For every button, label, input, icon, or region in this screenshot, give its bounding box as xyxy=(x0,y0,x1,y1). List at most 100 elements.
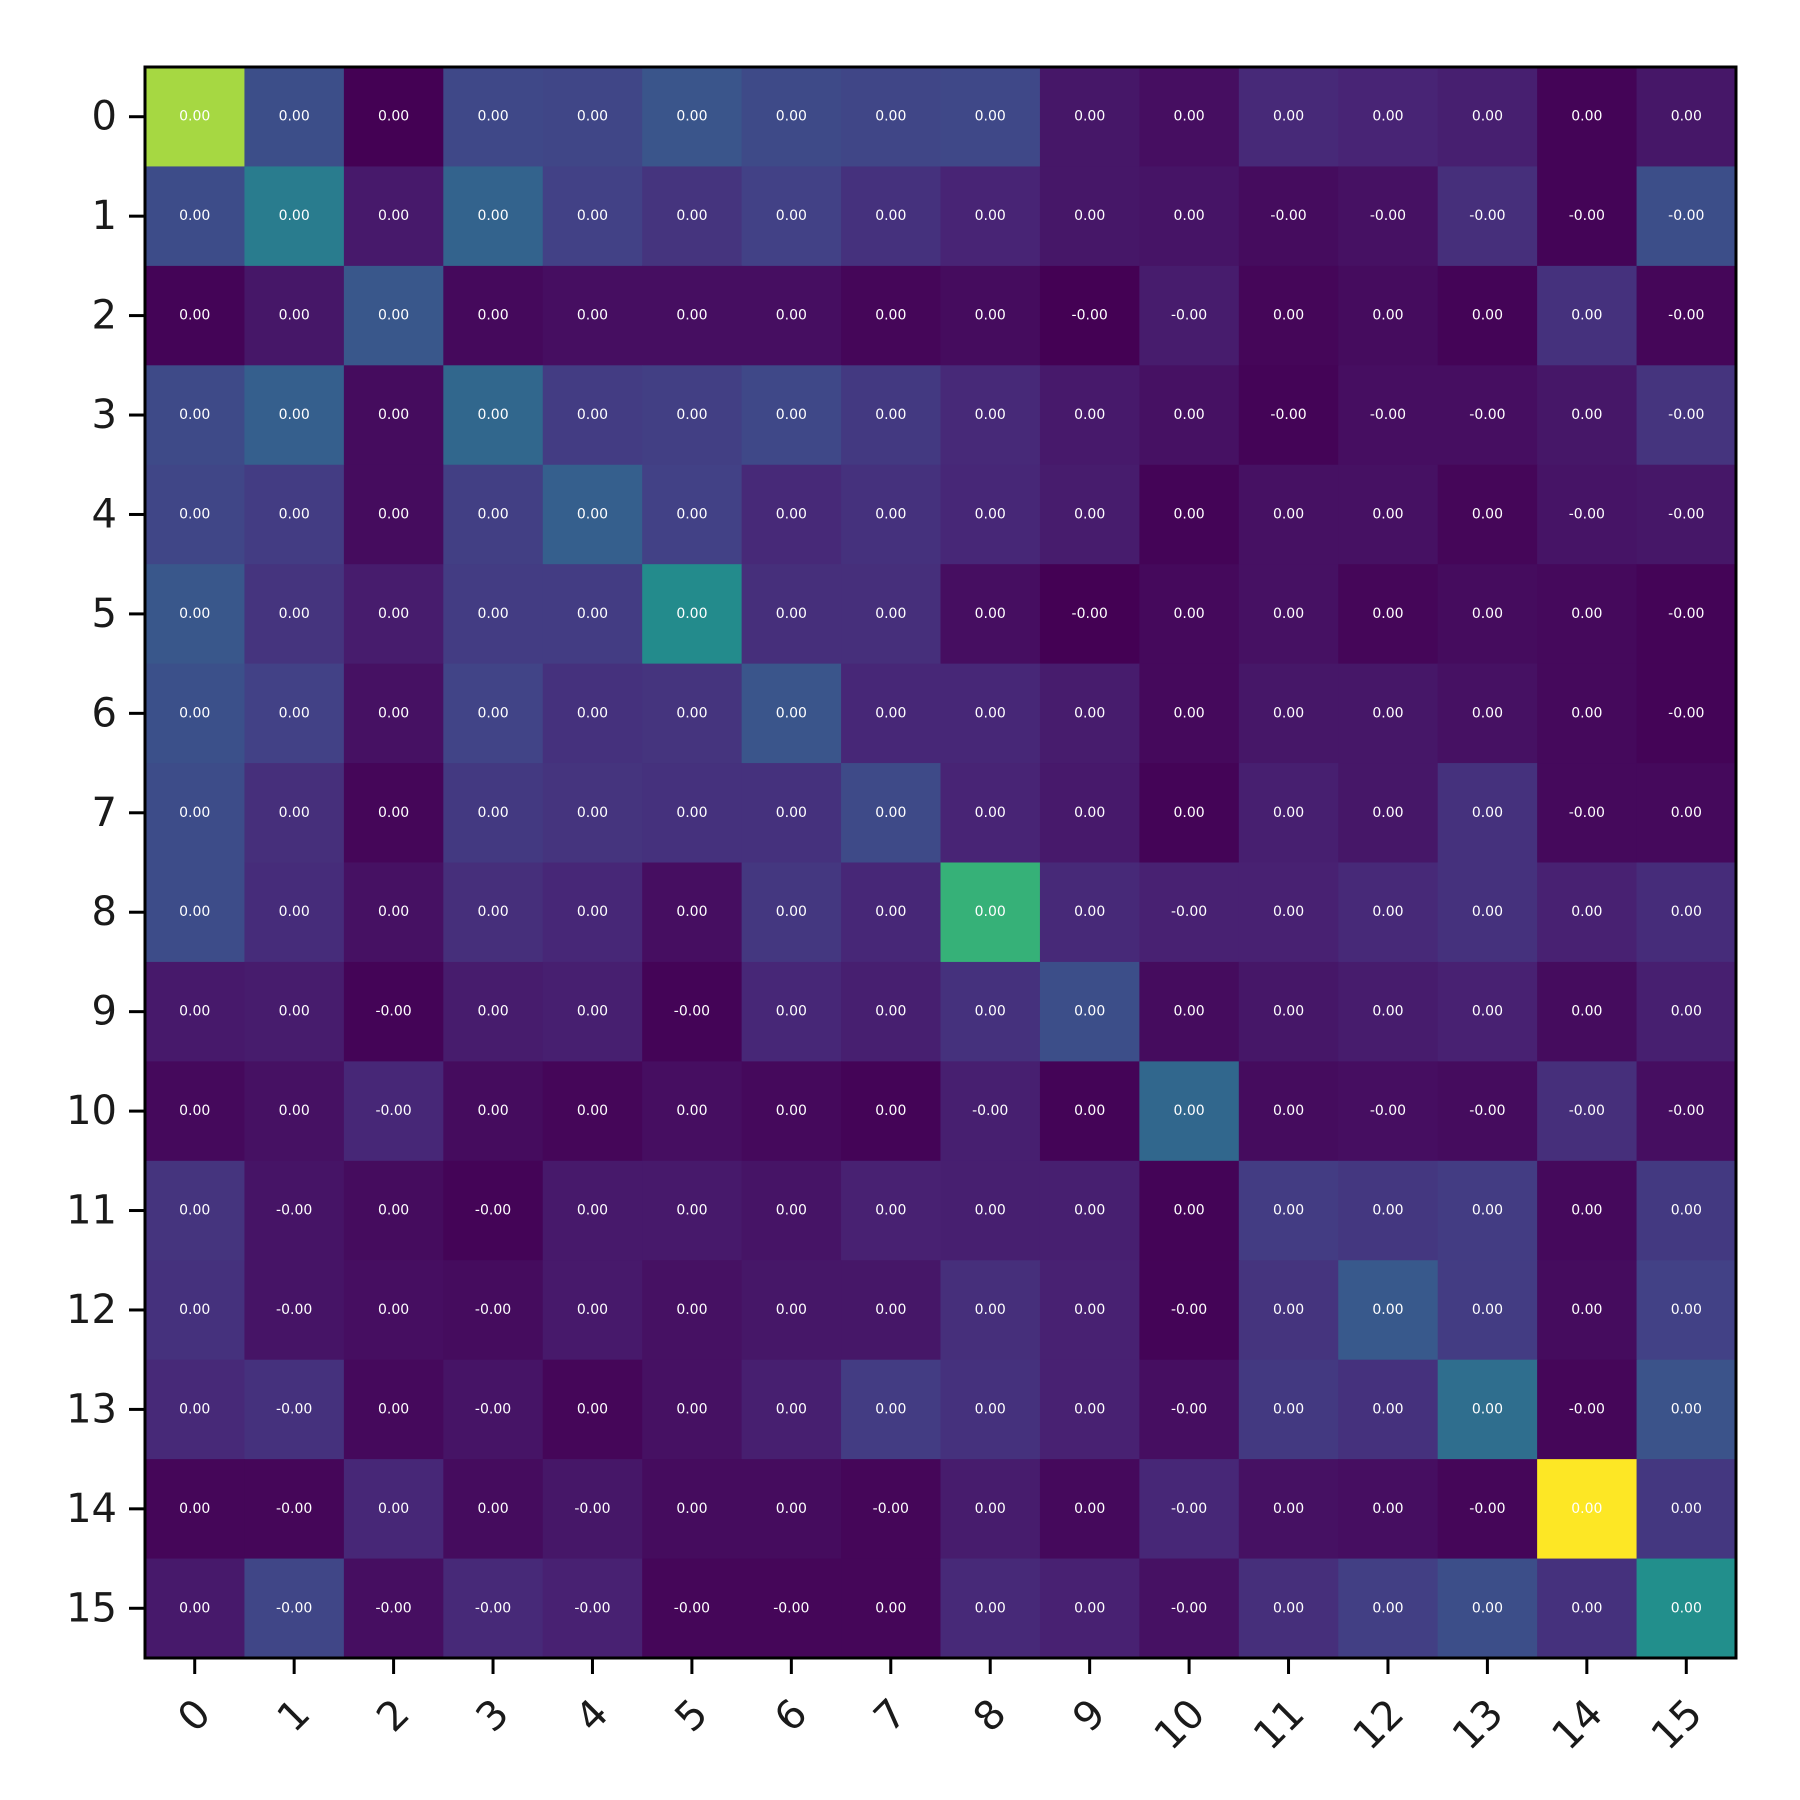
heatmap-cell-10-7 xyxy=(841,1061,942,1162)
heatmap-cell-9-8 xyxy=(940,961,1041,1062)
heatmap-cell-14-9 xyxy=(1039,1459,1140,1560)
cell-label-11-14: 0.00 xyxy=(1571,1203,1602,1219)
cell-label-13-0: 0.00 xyxy=(179,1401,210,1417)
cell-label-1-13: -0.00 xyxy=(1469,208,1505,224)
heatmap-cell-8-5 xyxy=(642,862,743,963)
heatmap-cell-12-10 xyxy=(1139,1260,1240,1361)
cell-label-11-9: 0.00 xyxy=(1074,1203,1105,1219)
heatmap-cell-2-6 xyxy=(741,265,842,366)
y-tick-label-4: 4 xyxy=(92,491,117,537)
heatmap-cell-9-5 xyxy=(642,961,743,1062)
cell-label-9-1: 0.00 xyxy=(279,1004,310,1020)
x-tick-label-14: 14 xyxy=(1543,1691,1612,1760)
cell-label-13-4: 0.00 xyxy=(577,1401,608,1417)
cell-label-14-6: 0.00 xyxy=(776,1501,807,1517)
cell-label-5-2: 0.00 xyxy=(378,606,409,622)
cell-label-3-8: 0.00 xyxy=(975,407,1006,423)
heatmap-cell-0-9 xyxy=(1039,67,1140,168)
heatmap-cell-14-2 xyxy=(343,1459,444,1560)
heatmap-cell-4-1 xyxy=(244,464,345,565)
heatmap-cell-4-0 xyxy=(145,464,246,565)
cell-label-3-6: 0.00 xyxy=(776,407,807,423)
cell-label-12-9: 0.00 xyxy=(1074,1302,1105,1318)
cell-label-12-14: 0.00 xyxy=(1571,1302,1602,1318)
y-tick-label-13: 13 xyxy=(66,1386,117,1432)
heatmap-cell-1-3 xyxy=(443,166,544,267)
cell-label-4-8: 0.00 xyxy=(975,506,1006,522)
y-tick-label-5: 5 xyxy=(92,591,117,637)
heatmap-cell-2-1 xyxy=(244,265,345,366)
cell-label-14-11: 0.00 xyxy=(1273,1501,1304,1517)
cell-label-2-8: 0.00 xyxy=(975,308,1006,324)
heatmap-cell-6-15 xyxy=(1636,663,1737,764)
heatmap-cell-3-7 xyxy=(841,365,942,466)
heatmap-cell-7-4 xyxy=(542,763,643,864)
y-tick-label-9: 9 xyxy=(92,989,117,1035)
cell-label-6-12: 0.00 xyxy=(1372,705,1403,721)
heatmap-cell-6-5 xyxy=(642,663,743,764)
heatmap-cell-14-5 xyxy=(642,1459,743,1560)
cell-label-11-11: 0.00 xyxy=(1273,1203,1304,1219)
cell-label-1-7: 0.00 xyxy=(875,208,906,224)
heatmap-cell-12-2 xyxy=(343,1260,444,1361)
heatmap-cell-12-15 xyxy=(1636,1260,1737,1361)
heatmap-cell-3-15 xyxy=(1636,365,1737,466)
cell-label-8-4: 0.00 xyxy=(577,904,608,920)
cell-label-8-11: 0.00 xyxy=(1273,904,1304,920)
cell-label-3-3: 0.00 xyxy=(477,407,508,423)
heatmap-cell-15-14 xyxy=(1537,1558,1638,1659)
cell-label-0-2: 0.00 xyxy=(378,109,409,125)
cell-label-5-8: 0.00 xyxy=(975,606,1006,622)
heatmap-cell-labels: 0.00 0.00 0.00 0.00 0.00 0.00 0.00 0.00 0.00 0.00… xyxy=(179,109,1704,1617)
cell-label-12-7: 0.00 xyxy=(875,1302,906,1318)
cell-label-10-11: 0.00 xyxy=(1273,1103,1304,1119)
cell-label-9-11: 0.00 xyxy=(1273,1004,1304,1020)
heatmap-cell-15-15 xyxy=(1636,1558,1737,1659)
heatmap-cell-3-0 xyxy=(145,365,246,466)
heatmap-cell-1-8 xyxy=(940,166,1041,267)
heatmap-cell-3-13 xyxy=(1437,365,1538,466)
heatmap-cell-4-6 xyxy=(741,464,842,565)
cell-label-7-3: 0.00 xyxy=(477,805,508,821)
cell-label-3-12: -0.00 xyxy=(1370,407,1406,423)
heatmap-cell-8-10 xyxy=(1139,862,1240,963)
cell-label-8-0: 0.00 xyxy=(179,904,210,920)
heatmap-cell-5-11 xyxy=(1238,564,1339,665)
cell-label-10-4: 0.00 xyxy=(577,1103,608,1119)
cell-label-9-5: -0.00 xyxy=(674,1004,710,1020)
y-tick-label-3: 3 xyxy=(92,392,117,438)
cell-label-1-12: -0.00 xyxy=(1370,208,1406,224)
cell-label-0-10: 0.00 xyxy=(1174,109,1205,125)
cell-label-4-13: 0.00 xyxy=(1472,506,1503,522)
heatmap-cell-14-1 xyxy=(244,1459,345,1560)
heatmap-cell-6-7 xyxy=(841,663,942,764)
heatmap-cell-4-5 xyxy=(642,464,743,565)
heatmap-cell-1-0 xyxy=(145,166,246,267)
cell-label-9-10: 0.00 xyxy=(1174,1004,1205,1020)
cell-label-14-2: 0.00 xyxy=(378,1501,409,1517)
cell-label-14-1: -0.00 xyxy=(276,1501,312,1517)
cell-label-14-3: 0.00 xyxy=(477,1501,508,1517)
heatmap-cell-11-9 xyxy=(1039,1160,1140,1261)
heatmap-cell-10-2 xyxy=(343,1061,444,1162)
heatmap-cell-4-3 xyxy=(443,464,544,565)
heatmap-cell-11-5 xyxy=(642,1160,743,1261)
heatmap-cell-12-7 xyxy=(841,1260,942,1361)
heatmap-cell-9-0 xyxy=(145,961,246,1062)
cell-label-5-1: 0.00 xyxy=(279,606,310,622)
x-tick-label-4: 4 xyxy=(567,1691,618,1742)
heatmap-cell-6-4 xyxy=(542,663,643,764)
heatmap-cell-5-4 xyxy=(542,564,643,665)
cell-label-6-9: 0.00 xyxy=(1074,705,1105,721)
cell-label-3-11: -0.00 xyxy=(1270,407,1306,423)
cell-label-10-10: 0.00 xyxy=(1174,1103,1205,1119)
heatmap-cell-11-2 xyxy=(343,1160,444,1261)
x-tick-label-5: 5 xyxy=(666,1691,717,1742)
cell-label-12-11: 0.00 xyxy=(1273,1302,1304,1318)
heatmap-cell-15-8 xyxy=(940,1558,1041,1659)
cell-label-12-0: 0.00 xyxy=(179,1302,210,1318)
cell-label-10-6: 0.00 xyxy=(776,1103,807,1119)
cell-label-4-11: 0.00 xyxy=(1273,506,1304,522)
heatmap-cell-6-8 xyxy=(940,663,1041,764)
